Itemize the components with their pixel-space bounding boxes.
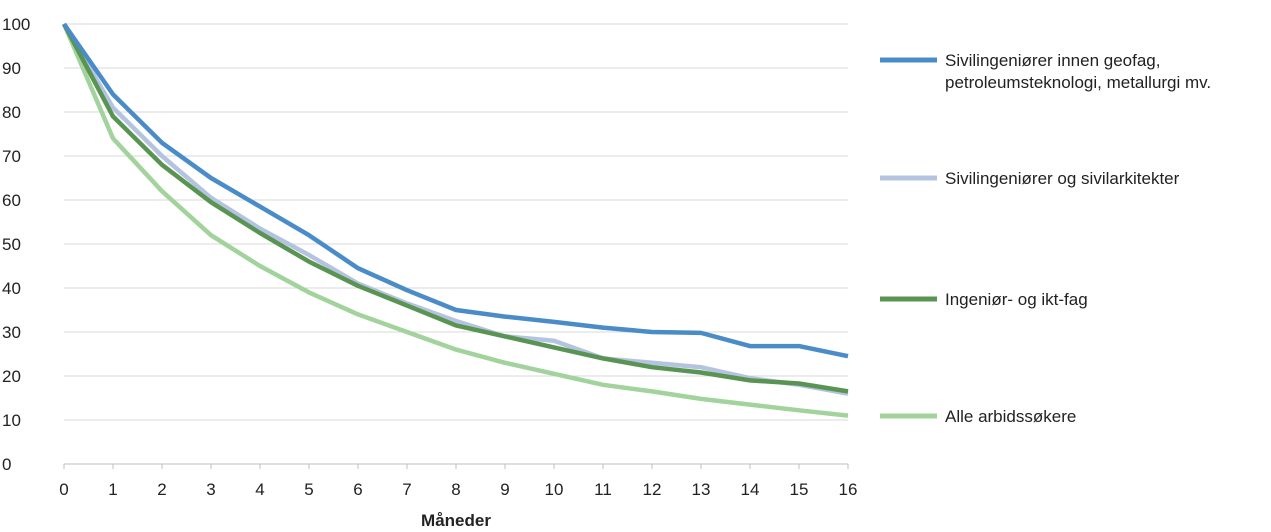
legend-item: Ingeniør- og ikt-fag xyxy=(880,290,1088,309)
legend-item: Sivilingeniører innen geofag, petroleumst… xyxy=(880,51,1211,92)
y-tick-label: 20 xyxy=(2,367,21,386)
legend-label: Sivilingeniører innen geofag, petroleumst… xyxy=(945,51,1211,92)
x-tick-label: 14 xyxy=(741,480,760,499)
x-tick-label: 16 xyxy=(839,480,858,499)
y-tick-label: 40 xyxy=(2,279,21,298)
legend: Sivilingeniører innen geofag, petroleumst… xyxy=(880,51,1211,426)
y-tick-label: 100 xyxy=(2,15,30,34)
x-tick-label: 0 xyxy=(59,480,68,499)
y-tick-label: 30 xyxy=(2,323,21,342)
legend-label: Alle arbidssøkere xyxy=(945,407,1076,426)
x-tick-label: 13 xyxy=(692,480,711,499)
x-tick-label: 7 xyxy=(402,480,411,499)
x-tick-label: 9 xyxy=(500,480,509,499)
y-tick-label: 50 xyxy=(2,235,21,254)
y-tick-label: 80 xyxy=(2,103,21,122)
x-tick-label: 8 xyxy=(451,480,460,499)
legend-label: Ingeniør- og ikt-fag xyxy=(945,290,1088,309)
legend-item: Sivilingeniører og sivilarkitekter xyxy=(880,169,1180,188)
series-lines xyxy=(61,22,849,418)
x-tick-label: 3 xyxy=(206,480,215,499)
series-line-0 xyxy=(62,22,849,396)
x-tick-label: 6 xyxy=(353,480,362,499)
legend-label-line: Ingeniør- og ikt-fag xyxy=(945,290,1088,309)
legend-label-line: Sivilingeniører innen geofag, xyxy=(945,51,1160,70)
series-line-2 xyxy=(62,22,849,394)
x-tick-label: 10 xyxy=(545,480,564,499)
y-tick-label: 0 xyxy=(2,455,11,474)
y-tick-label: 10 xyxy=(2,411,21,430)
x-tick-label: 15 xyxy=(790,480,809,499)
gridlines xyxy=(64,23,848,421)
x-axis-title: Måneder xyxy=(421,511,491,530)
x-tick-label: 11 xyxy=(594,480,612,499)
y-tick-label: 90 xyxy=(2,59,21,78)
y-tick-label: 70 xyxy=(2,147,21,166)
y-tick-label: 60 xyxy=(2,191,21,210)
x-tick-label: 2 xyxy=(157,480,166,499)
legend-label-line: petroleumsteknologi, metallurgi mv. xyxy=(945,73,1211,92)
series-line-1 xyxy=(61,23,849,418)
x-tick-label: 4 xyxy=(255,480,264,499)
x-tick-label: 12 xyxy=(643,480,662,499)
x-tick-label: 1 xyxy=(108,480,117,499)
legend-label-line: Sivilingeniører og sivilarkitekter xyxy=(945,169,1180,188)
x-tick-label: 5 xyxy=(304,480,313,499)
legend-label: Sivilingeniører og sivilarkitekter xyxy=(945,169,1180,188)
series-line-3 xyxy=(62,22,849,359)
legend-item: Alle arbidssøkere xyxy=(880,407,1076,426)
legend-label-line: Alle arbidssøkere xyxy=(945,407,1076,426)
